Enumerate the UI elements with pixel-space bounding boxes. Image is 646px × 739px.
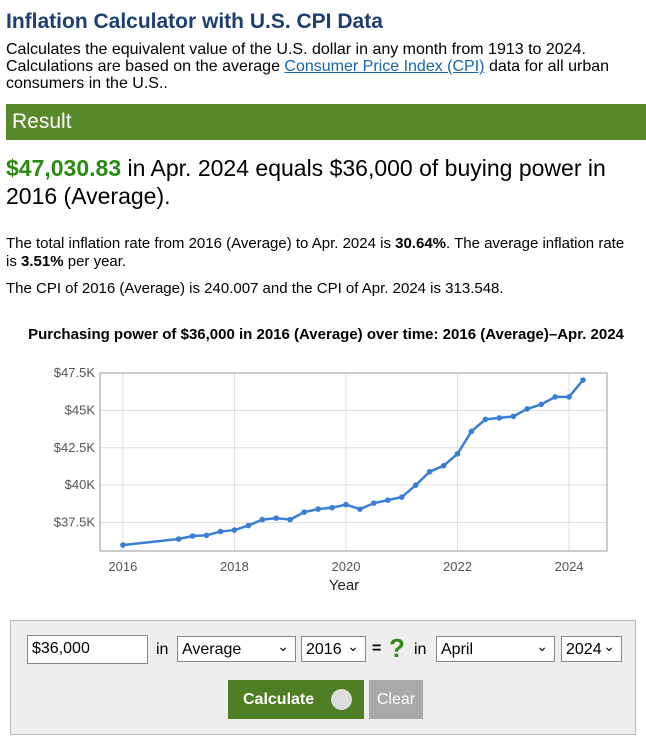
- y-tick-label: $37.5K: [54, 515, 96, 530]
- point: [412, 482, 419, 488]
- point: [273, 515, 280, 521]
- label: Calculate: [243, 691, 315, 708]
- point: [566, 394, 572, 400]
- year-to[interactable]: 2024: [561, 633, 622, 662]
- y-tick-label: $45K: [65, 402, 96, 417]
- line: [122, 379, 584, 547]
- point: [343, 501, 349, 508]
- point: [217, 528, 224, 535]
- chart-title: Purchasing power of $36,000 in 2016 (Ave…: [28, 326, 624, 343]
- point: [203, 532, 210, 539]
- point: [315, 506, 321, 512]
- point: [120, 542, 126, 548]
- point: [371, 500, 377, 506]
- point: [287, 516, 293, 523]
- clear-button[interactable]: Clear: [369, 680, 423, 719]
- point: [329, 504, 335, 511]
- point: [524, 406, 531, 412]
- description: Calculates the equivalent value of the U…: [6, 41, 626, 92]
- point: [538, 401, 544, 408]
- cpi-link[interactable]: Consumer Price Index (CPI): [284, 58, 485, 75]
- point: [482, 416, 489, 423]
- chart: Year $37.5K $40K $42.5K $45K $47.5K 2016 2018 2…: [54, 365, 608, 594]
- text: data for all urban consumers in the U.S.…: [6, 58, 610, 92]
- result-statement: $47,030.83 in Apr. 2024 equals $36,000 o…: [6, 154, 626, 210]
- icon: [331, 689, 352, 710]
- point: [398, 494, 405, 500]
- point: [552, 394, 558, 400]
- point: [301, 509, 307, 515]
- point: [454, 450, 461, 457]
- month-from[interactable]: Average: [177, 633, 296, 662]
- text: Calculates the equivalent value of the U…: [6, 41, 586, 75]
- total-rate: 30.64%: [395, 235, 446, 252]
- month-to[interactable]: April: [436, 633, 555, 662]
- amount: $47,030.83: [6, 155, 122, 181]
- y-tick-label: $47.5K: [54, 365, 96, 380]
- point: [496, 415, 503, 421]
- plot-frame: [99, 372, 608, 552]
- point: [385, 497, 391, 503]
- y-tick-label: $40K: [65, 477, 96, 492]
- y-tick-label: $42.5K: [54, 440, 96, 455]
- label: in: [156, 641, 169, 658]
- x-axis-label: Year: [329, 577, 359, 594]
- text: . The average inflation rate is: [6, 235, 625, 270]
- point: [510, 413, 517, 420]
- text: in Apr. 2024 equals $36,000 of buying po…: [6, 155, 606, 209]
- point: [175, 536, 182, 542]
- text: per year.: [67, 253, 127, 270]
- result-bar: Result: [6, 104, 646, 140]
- point: [357, 506, 363, 512]
- title: Inflation Calculator with U.S. CPI Data: [6, 10, 383, 33]
- amount-input[interactable]: $36,000: [27, 635, 148, 664]
- point: [259, 516, 266, 523]
- text: The total inflation rate from 2016 (Aver…: [6, 235, 391, 252]
- x-tick-label: 2022: [443, 559, 472, 574]
- x-tick-label: 2020: [332, 559, 361, 574]
- equals: =: [372, 640, 382, 657]
- point: [440, 462, 447, 469]
- cpi-text: The CPI of 2016 (Average) is 240.007 and…: [6, 280, 504, 297]
- label: in: [414, 641, 427, 658]
- x-tick-label: 2018: [220, 559, 249, 574]
- point: [189, 533, 196, 539]
- rate-text: The total inflation rate from 2016 (Aver…: [6, 235, 636, 271]
- unknown: ?: [389, 633, 405, 663]
- x-tick-label: 2016: [108, 559, 137, 574]
- point: [468, 428, 475, 435]
- annual-rate: 3.51%: [21, 253, 64, 270]
- point: [426, 468, 433, 475]
- point: [231, 527, 238, 533]
- point: [245, 522, 252, 529]
- x-tick-label: 2024: [555, 559, 584, 574]
- calculate-button[interactable]: Calculate: [228, 680, 364, 719]
- year-from[interactable]: 2016: [301, 633, 366, 662]
- point: [580, 377, 586, 383]
